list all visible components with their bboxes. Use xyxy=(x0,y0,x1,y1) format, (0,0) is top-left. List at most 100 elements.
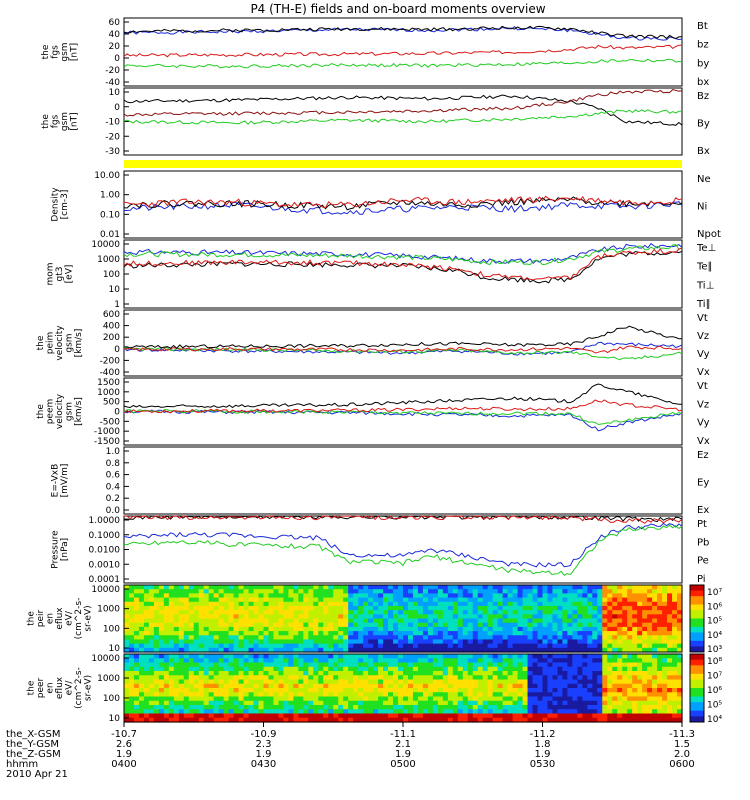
heatmap-cell xyxy=(143,589,150,594)
heatmap-cell xyxy=(632,662,638,668)
heatmap-cell xyxy=(607,610,613,615)
heatmap-cell xyxy=(168,654,175,659)
heatmap-cell xyxy=(577,696,583,702)
heatmap-cell xyxy=(358,647,364,653)
heatmap-cell xyxy=(228,589,235,594)
heatmap-cell xyxy=(348,683,354,689)
heatmap-cell xyxy=(487,683,494,689)
heatmap-cell xyxy=(223,647,230,653)
heatmap-cell xyxy=(218,692,225,698)
heatmap-cell xyxy=(178,585,185,590)
heatmap-cell xyxy=(587,610,593,615)
heatmap-cell xyxy=(293,705,299,710)
heatmap-cell xyxy=(198,597,205,603)
heatmap-cell xyxy=(303,700,309,706)
heatmap-cell xyxy=(278,626,285,632)
heatmap-cell xyxy=(657,696,663,702)
heatmap-cell xyxy=(313,654,319,659)
heatmap-cell xyxy=(168,635,175,641)
heatmap-cell xyxy=(592,618,598,624)
heatmap-cell xyxy=(343,709,349,715)
heatmap-cell xyxy=(268,601,275,607)
legend-entry: Pi xyxy=(697,574,706,585)
heatmap-cell xyxy=(677,626,683,632)
heatmap-cell xyxy=(497,709,504,715)
y-tick-label: 0.0001 xyxy=(89,575,121,585)
heatmap-cell xyxy=(677,713,683,719)
heatmap-cell xyxy=(398,675,404,681)
heatmap-cell xyxy=(527,696,534,702)
heatmap-cell xyxy=(482,683,489,689)
heatmap-cell xyxy=(338,605,344,611)
heatmap-cell xyxy=(198,605,205,611)
heatmap-cell xyxy=(183,635,190,641)
heatmap-cell xyxy=(263,671,270,676)
heatmap-cell xyxy=(442,610,449,615)
heatmap-cell xyxy=(492,700,499,706)
yellow-status-bar xyxy=(124,160,682,168)
heatmap-cell xyxy=(343,643,349,649)
heatmap-cell xyxy=(388,671,394,676)
colorbar-segment xyxy=(690,607,704,611)
heatmap-cell xyxy=(308,654,314,659)
y-axis-label: eV/ xyxy=(65,610,75,626)
heatmap-cell xyxy=(203,705,210,710)
heatmap-cell xyxy=(368,709,374,715)
heatmap-cell xyxy=(632,589,638,594)
heatmap-cell xyxy=(318,593,324,599)
heatmap-cell xyxy=(303,631,309,636)
heatmap-cell xyxy=(313,692,319,698)
heatmap-cell xyxy=(467,635,474,641)
heatmap-cell xyxy=(612,610,618,615)
heatmap-cell xyxy=(223,709,230,715)
heatmap-cell xyxy=(597,705,603,710)
y-tick-label: 1 xyxy=(114,300,120,310)
heatmap-cell xyxy=(258,643,265,649)
heatmap-cell xyxy=(393,643,399,649)
heatmap-cell xyxy=(363,658,369,664)
heatmap-cell xyxy=(432,622,439,628)
heatmap-cell xyxy=(323,593,329,599)
heatmap-cell xyxy=(627,589,633,594)
heatmap-cell xyxy=(153,654,160,659)
heatmap-cell xyxy=(203,666,210,672)
heatmap-cell xyxy=(612,626,618,632)
heatmap-cell xyxy=(607,639,613,645)
heatmap-cell xyxy=(163,614,170,620)
y-tick-label: 100 xyxy=(103,694,120,704)
heatmap-cell xyxy=(662,622,668,628)
heatmap-cell xyxy=(567,666,573,672)
heatmap-cell xyxy=(368,658,374,664)
heatmap-cell xyxy=(178,643,185,649)
colorbar-segment xyxy=(690,673,704,678)
heatmap-cell xyxy=(383,622,389,628)
heatmap-cell xyxy=(298,643,304,649)
heatmap-cell xyxy=(472,647,479,653)
heatmap-cell xyxy=(128,643,135,649)
heatmap-cell xyxy=(383,639,389,645)
heatmap-cell xyxy=(343,679,349,685)
heatmap-cell xyxy=(153,700,160,706)
heatmap-cell xyxy=(263,658,270,664)
heatmap-cell xyxy=(273,631,280,636)
heatmap-cell xyxy=(293,692,299,698)
heatmap-cell xyxy=(133,601,140,607)
heatmap-cell xyxy=(497,585,504,590)
heatmap-cell xyxy=(138,589,145,594)
heatmap-cell xyxy=(263,692,270,698)
heatmap-cell xyxy=(283,626,290,632)
heatmap-cell xyxy=(328,643,334,649)
heatmap-cell xyxy=(143,683,150,689)
heatmap-cell xyxy=(373,700,379,706)
heatmap-cell xyxy=(303,622,309,628)
heatmap-cell xyxy=(383,709,389,715)
heatmap-cell xyxy=(547,631,554,636)
legend-entry: Ey xyxy=(697,478,709,489)
heatmap-cell xyxy=(278,654,285,659)
heatmap-cell xyxy=(527,654,534,659)
heatmap-cell xyxy=(672,635,678,641)
heatmap-cell xyxy=(333,614,339,620)
heatmap-cell xyxy=(542,639,549,645)
